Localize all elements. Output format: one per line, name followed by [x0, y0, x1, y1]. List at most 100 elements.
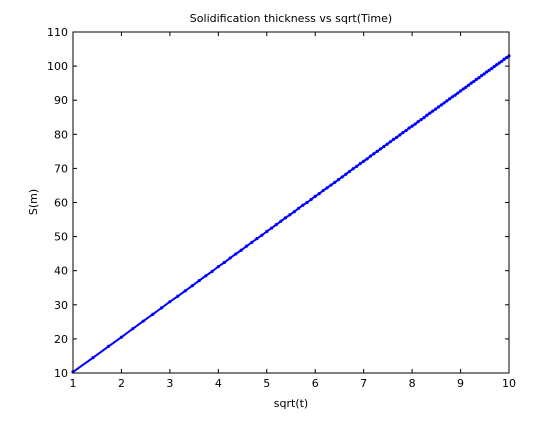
y-tick-label: 10 [54, 367, 68, 380]
x-axis-label: sqrt(t) [274, 397, 308, 410]
data-point [375, 149, 379, 153]
data-point [222, 260, 226, 265]
data-point [365, 157, 369, 161]
data-point [448, 97, 452, 101]
data-point [434, 107, 438, 111]
data-point [244, 244, 249, 248]
data-point [269, 226, 274, 230]
plot-area-background [73, 32, 509, 373]
data-point [292, 210, 296, 214]
data-point [416, 120, 420, 124]
data-point [358, 162, 362, 166]
data-point [176, 294, 180, 298]
data-point [466, 83, 471, 87]
data-point [469, 81, 473, 85]
x-tick-label: 7 [360, 377, 367, 390]
tick-labels: 1 2 3 4 5 6 7 8 9 10 10 20 30 40 50 60 70 80 90 100 110 [47, 26, 516, 390]
data-point [313, 194, 317, 198]
data-point [490, 66, 494, 71]
data-point [395, 135, 399, 139]
data-point [502, 57, 506, 61]
data-point [228, 256, 232, 260]
data-point [340, 175, 344, 179]
data-point [347, 169, 352, 174]
data-point [495, 63, 499, 67]
data-point [445, 99, 449, 103]
data-point [333, 180, 337, 184]
data-point [410, 124, 414, 128]
x-tick-label: 3 [166, 377, 173, 390]
y-tick-label: 40 [54, 265, 68, 278]
data-point [425, 113, 429, 117]
data-point [309, 197, 313, 202]
y-tick-label: 20 [54, 333, 68, 346]
series-layer [71, 54, 511, 374]
data-point [336, 178, 341, 182]
data-point [151, 312, 155, 316]
y-tick-label: 30 [54, 299, 68, 312]
y-tick-label: 100 [47, 60, 68, 73]
data-point [472, 79, 476, 84]
data-point [279, 219, 283, 223]
data-point [317, 192, 321, 196]
data-point [398, 133, 402, 137]
data-point [404, 128, 408, 133]
y-tick-label: 50 [54, 231, 68, 244]
y-tick-label: 60 [54, 197, 68, 210]
data-point [485, 70, 489, 74]
data-point [106, 344, 111, 348]
data-point [183, 289, 187, 293]
data-point [210, 269, 214, 273]
data-point [329, 183, 333, 187]
data-point [301, 203, 305, 207]
data-point [401, 131, 405, 135]
data-point [168, 300, 172, 304]
data-point [504, 55, 509, 60]
data-point [216, 265, 220, 269]
data-point [131, 327, 135, 331]
data-point [413, 122, 417, 126]
data-point [428, 111, 432, 115]
data-point [492, 64, 496, 69]
data-point [487, 68, 491, 72]
data-point [442, 101, 446, 105]
x-tick-label: 4 [215, 377, 222, 390]
data-point [474, 77, 479, 81]
data-point [305, 200, 309, 205]
data-point [385, 142, 389, 146]
data-point [422, 115, 426, 120]
chart-title: Solidification thickness vs sqrt(Time) [190, 12, 392, 25]
data-point [439, 103, 443, 107]
data-point [197, 278, 201, 283]
data-point [456, 91, 460, 95]
data-point [458, 89, 463, 93]
data-point [321, 188, 325, 193]
series-line [72, 55, 510, 373]
x-tick-label: 5 [263, 377, 270, 390]
data-point [91, 356, 95, 360]
data-point [288, 213, 292, 217]
data-point [436, 105, 441, 109]
data-point [297, 206, 301, 210]
data-point [382, 144, 386, 149]
data-point [362, 159, 366, 163]
data-point [141, 319, 145, 323]
data-point [159, 306, 164, 310]
plot-area-frame [72, 31, 510, 374]
y-axis-label: S(m) [27, 189, 40, 215]
x-tick-label: 10 [502, 377, 516, 390]
data-point [500, 59, 504, 63]
data-point [265, 229, 269, 234]
x-tick-label: 8 [409, 377, 416, 390]
axis-ticks [72, 31, 510, 374]
data-point [260, 233, 264, 237]
data-point [274, 223, 278, 227]
data-point [119, 335, 124, 339]
x-tick-label: 2 [118, 377, 125, 390]
y-tick-label: 110 [47, 26, 68, 39]
x-tick-label: 6 [312, 377, 319, 390]
data-point [351, 167, 355, 171]
data-point [497, 61, 501, 65]
data-point [378, 147, 383, 151]
